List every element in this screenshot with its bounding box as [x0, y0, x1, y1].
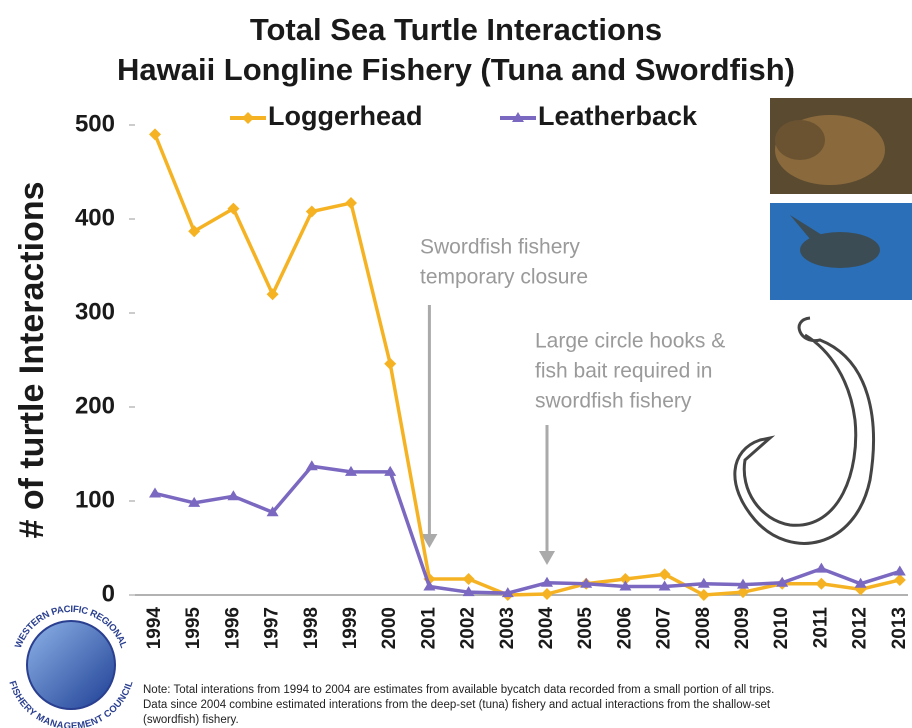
x-tick-label: 2005 [575, 607, 596, 650]
note: (swordfish) fishery. [143, 714, 239, 726]
data-point [345, 465, 357, 476]
x-tick-label: 2009 [732, 607, 753, 649]
y-tick-label: 200 [75, 392, 115, 419]
data-point [619, 573, 632, 586]
data-point [893, 573, 906, 586]
data-point [697, 589, 710, 601]
council-logo: WESTERN PACIFIC REGIONAL FISHERY MANAGEM… [7, 603, 135, 728]
data-point [266, 506, 279, 517]
turtle-photos [770, 98, 912, 300]
data-point [815, 562, 828, 573]
legend-label: Leatherback [538, 101, 698, 131]
x-tick-label: 2006 [614, 607, 635, 649]
data-point [697, 577, 710, 588]
data-point [305, 205, 318, 218]
data-point [619, 580, 632, 591]
legend-marker [512, 112, 524, 122]
data-point [580, 577, 593, 588]
y-tick-label: 0 [102, 580, 115, 607]
data-point [658, 580, 671, 591]
data-point [854, 577, 867, 588]
data-point [149, 128, 161, 141]
data-point [658, 568, 671, 581]
data-point [776, 576, 789, 587]
series-line [154, 464, 901, 595]
note: Data since 2004 combine estimated intera… [143, 699, 771, 711]
annotation-arrowhead [539, 551, 555, 565]
data-point [501, 587, 514, 598]
data-point [462, 586, 475, 597]
chart-title: Hawaii Longline Fishery (Tuna and Swordf… [117, 52, 795, 87]
data-point [541, 576, 553, 587]
data-point [266, 288, 279, 301]
data-point [149, 487, 161, 498]
x-tick-label: 2012 [850, 607, 871, 649]
data-point [345, 197, 357, 210]
x-tick-label: 2002 [458, 607, 479, 649]
legend-label: Loggerhead [268, 101, 423, 131]
x-tick-label: 1996 [222, 607, 243, 649]
data-point [227, 202, 240, 215]
data-point [737, 586, 749, 599]
annotation: fish bait required in [535, 360, 712, 383]
note: Note: Total interations from 1994 to 200… [143, 684, 774, 696]
annotation: Large circle hooks & [535, 330, 725, 353]
x-tick-label: 2007 [654, 607, 675, 649]
x-tick-label: 1995 [183, 607, 204, 650]
legend-marker [242, 112, 254, 124]
data-point [815, 577, 828, 590]
x-tick-label: 1997 [262, 607, 283, 649]
x-tick-label: 2010 [771, 607, 792, 649]
data-point [227, 490, 240, 501]
y-tick-label: 400 [75, 204, 115, 231]
y-tick-label: 500 [75, 110, 115, 137]
x-tick-label: 1994 [144, 607, 165, 650]
annotation: temporary closure [420, 266, 588, 289]
annotation: Swordfish fishery [420, 236, 580, 259]
data-point [384, 357, 397, 370]
x-tick-label: 2001 [418, 607, 439, 650]
hook-illustration [733, 316, 875, 545]
x-tick-label: 1998 [301, 607, 322, 649]
series-line [153, 133, 901, 597]
data-point [541, 588, 553, 601]
y-axis-label: # of turtle Interactions [13, 181, 51, 538]
data-point [188, 496, 201, 507]
y-tick-label: 300 [75, 298, 115, 325]
x-tick-label: 2011 [810, 607, 831, 649]
annotation-arrowhead [421, 534, 438, 548]
data-point [305, 460, 318, 471]
chart-title: Total Sea Turtle Interactions [250, 12, 662, 47]
x-tick-label: 2000 [379, 607, 400, 649]
data-point [188, 225, 201, 238]
data-point [462, 573, 475, 586]
x-tick-label: 1999 [340, 607, 361, 649]
x-tick-label: 2008 [693, 607, 714, 649]
x-tick-label: 2003 [497, 607, 518, 649]
data-point [384, 465, 397, 476]
data-point [423, 580, 436, 591]
annotation: swordfish fishery [535, 390, 692, 413]
y-tick-label: 100 [75, 486, 115, 513]
x-tick-label: 2013 [889, 607, 910, 649]
data-point [893, 565, 906, 576]
data-point [737, 578, 749, 589]
x-tick-label: 2004 [536, 607, 557, 650]
